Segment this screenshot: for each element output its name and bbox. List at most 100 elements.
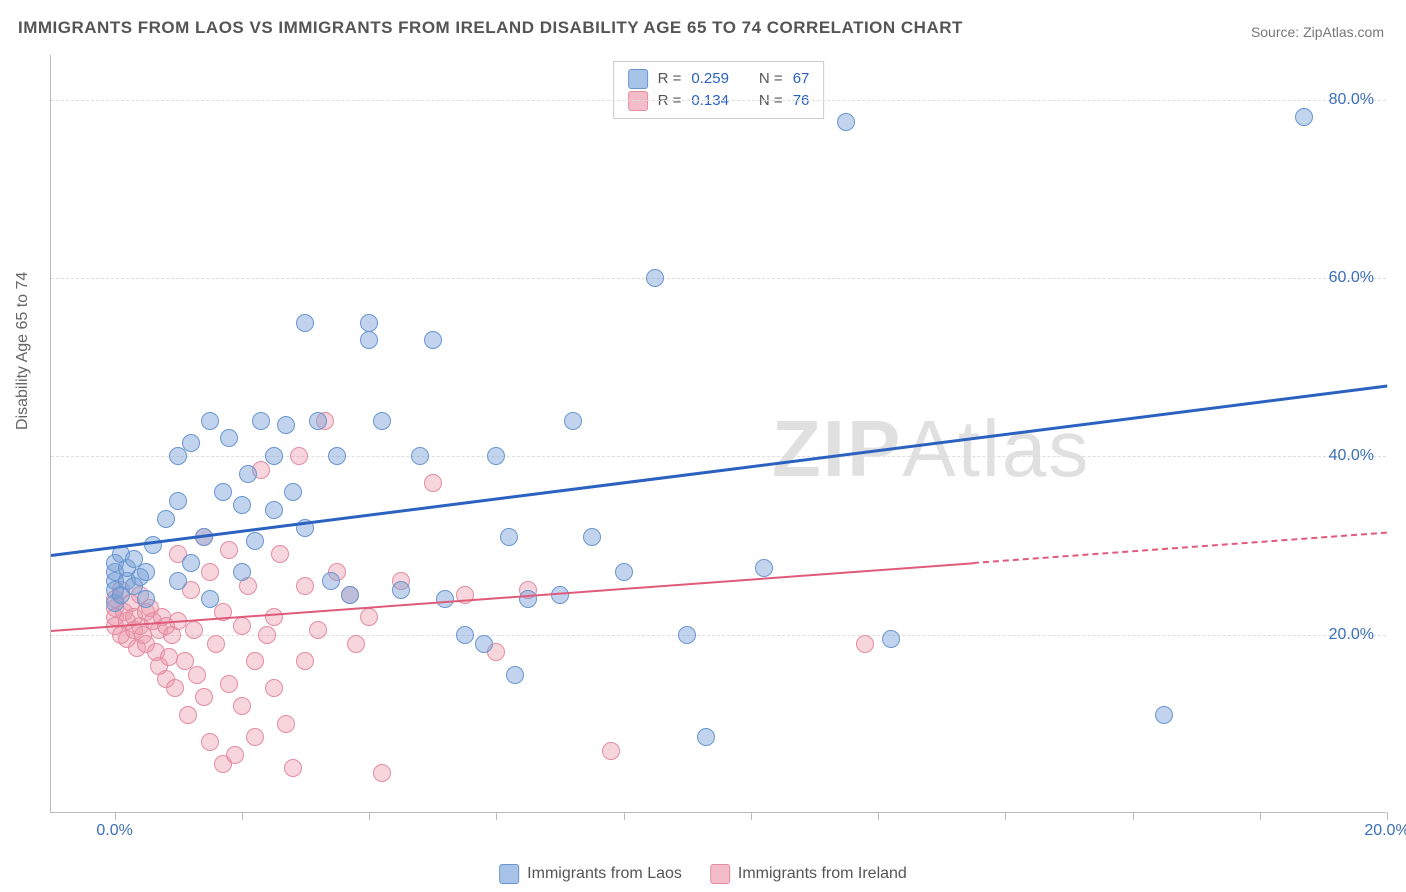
y-axis-label: Disability Age 65 to 74: [14, 272, 32, 430]
x-tick: [115, 812, 116, 820]
legend-n-value: 67: [793, 68, 810, 90]
data-point-ireland: [201, 563, 219, 581]
x-tick-label: 0.0%: [96, 822, 132, 840]
data-point-ireland: [246, 652, 264, 670]
data-point-laos: [646, 269, 664, 287]
y-tick-label: 40.0%: [1329, 447, 1374, 465]
legend-r-label: R =: [658, 68, 682, 90]
data-point-laos: [697, 728, 715, 746]
data-point-laos: [233, 496, 251, 514]
data-point-ireland: [309, 621, 327, 639]
data-point-ireland: [188, 666, 206, 684]
x-tick: [1387, 812, 1388, 820]
data-point-ireland: [246, 728, 264, 746]
data-point-laos: [239, 465, 257, 483]
plot-area: ZIPAtlas R = 0.259 N = 67R = 0.134 N = 76 20.0…: [50, 55, 1386, 813]
data-point-laos: [201, 412, 219, 430]
data-point-laos: [678, 626, 696, 644]
series-legend: Immigrants from Laos Immigrants from Irel…: [499, 864, 907, 884]
data-point-laos: [360, 331, 378, 349]
x-tick: [1260, 812, 1261, 820]
data-point-laos: [137, 590, 155, 608]
data-point-laos: [252, 412, 270, 430]
data-point-ireland: [185, 621, 203, 639]
data-point-ireland: [233, 617, 251, 635]
data-point-laos: [182, 434, 200, 452]
data-point-laos: [755, 559, 773, 577]
data-point-laos: [137, 563, 155, 581]
legend-n-label: N =: [759, 68, 783, 90]
x-tick-label: 20.0%: [1364, 822, 1406, 840]
legend-n-label: N =: [759, 90, 783, 112]
legend-r-value: 0.259: [691, 68, 729, 90]
source-link[interactable]: ZipAtlas.com: [1303, 24, 1384, 40]
x-tick: [878, 812, 879, 820]
data-point-laos: [392, 581, 410, 599]
data-point-ireland: [373, 764, 391, 782]
data-point-laos: [157, 510, 175, 528]
data-point-laos: [201, 590, 219, 608]
data-point-ireland: [195, 688, 213, 706]
data-point-laos: [475, 635, 493, 653]
legend-series-name: Immigrants from Ireland: [738, 865, 907, 882]
data-point-laos: [500, 528, 518, 546]
data-point-laos: [1155, 706, 1173, 724]
data-point-ireland: [207, 635, 225, 653]
data-point-ireland: [265, 608, 283, 626]
trend-line: [973, 532, 1387, 564]
data-point-laos: [341, 586, 359, 604]
data-point-ireland: [424, 474, 442, 492]
data-point-laos: [837, 113, 855, 131]
data-point-ireland: [296, 577, 314, 595]
data-point-ireland: [265, 679, 283, 697]
y-tick-label: 20.0%: [1329, 626, 1374, 644]
data-point-laos: [615, 563, 633, 581]
data-point-laos: [246, 532, 264, 550]
data-point-ireland: [290, 447, 308, 465]
data-point-laos: [296, 314, 314, 332]
watermark: ZIPAtlas: [772, 403, 1090, 495]
data-point-laos: [309, 412, 327, 430]
data-point-ireland: [360, 608, 378, 626]
data-point-laos: [424, 331, 442, 349]
x-tick: [1133, 812, 1134, 820]
data-point-ireland: [179, 706, 197, 724]
data-point-laos: [169, 492, 187, 510]
chart-title: IMMIGRANTS FROM LAOS VS IMMIGRANTS FROM …: [18, 18, 963, 38]
data-point-laos: [1295, 108, 1313, 126]
data-point-laos: [564, 412, 582, 430]
data-point-ireland: [166, 679, 184, 697]
data-point-laos: [182, 554, 200, 572]
x-tick: [624, 812, 625, 820]
watermark-light: Atlas: [902, 404, 1090, 493]
data-point-laos: [436, 590, 454, 608]
legend-swatch: [628, 91, 648, 111]
legend-r-value: 0.134: [691, 90, 729, 112]
legend-row-laos: R = 0.259 N = 67: [628, 68, 810, 90]
legend-series-name: Immigrants from Laos: [527, 865, 682, 882]
data-point-laos: [373, 412, 391, 430]
x-tick: [496, 812, 497, 820]
legend-item-ireland: Immigrants from Ireland: [710, 864, 907, 884]
legend-n-value: 76: [793, 90, 810, 112]
data-point-laos: [487, 447, 505, 465]
gridline: [51, 456, 1386, 457]
data-point-laos: [169, 572, 187, 590]
source-attribution: Source: ZipAtlas.com: [1251, 24, 1384, 40]
data-point-laos: [411, 447, 429, 465]
x-tick: [1005, 812, 1006, 820]
gridline: [51, 278, 1386, 279]
gridline: [51, 100, 1386, 101]
data-point-ireland: [856, 635, 874, 653]
x-tick: [751, 812, 752, 820]
data-point-laos: [583, 528, 601, 546]
gridline: [51, 635, 1386, 636]
x-tick: [369, 812, 370, 820]
data-point-laos: [220, 429, 238, 447]
data-point-laos: [506, 666, 524, 684]
x-tick: [242, 812, 243, 820]
data-point-laos: [882, 630, 900, 648]
data-point-ireland: [226, 746, 244, 764]
data-point-laos: [233, 563, 251, 581]
data-point-ireland: [277, 715, 295, 733]
